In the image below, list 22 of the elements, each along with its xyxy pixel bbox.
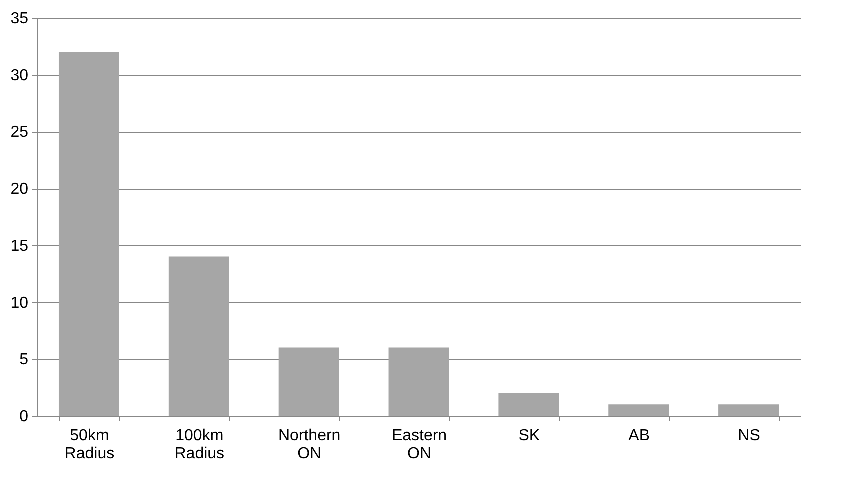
y-tick-label: 5 <box>20 352 29 369</box>
x-tick-label: NS <box>738 428 760 444</box>
bar <box>58 52 120 416</box>
x-tick-label: Eastern ON <box>392 428 448 462</box>
y-tick-label: 15 <box>10 238 29 255</box>
x-tick-label: Northern ON <box>278 428 341 462</box>
bar <box>498 393 560 416</box>
x-tick-label: 50km Radius <box>64 428 115 462</box>
y-tick-label: 30 <box>10 67 29 84</box>
y-tick-label: 0 <box>20 408 29 426</box>
x-tick-label: SK <box>518 428 540 444</box>
y-tick-label: 20 <box>10 181 29 198</box>
y-tick-label: 10 <box>10 294 29 312</box>
bar <box>168 256 230 416</box>
bar <box>718 404 780 416</box>
y-tick-label: 25 <box>10 124 29 142</box>
bar <box>388 348 450 416</box>
bar <box>608 404 670 416</box>
x-tick-label: AB <box>628 428 650 444</box>
x-tick-label: 100km Radius <box>174 428 225 462</box>
bar <box>278 348 340 416</box>
y-tick-label: 35 <box>10 10 29 28</box>
